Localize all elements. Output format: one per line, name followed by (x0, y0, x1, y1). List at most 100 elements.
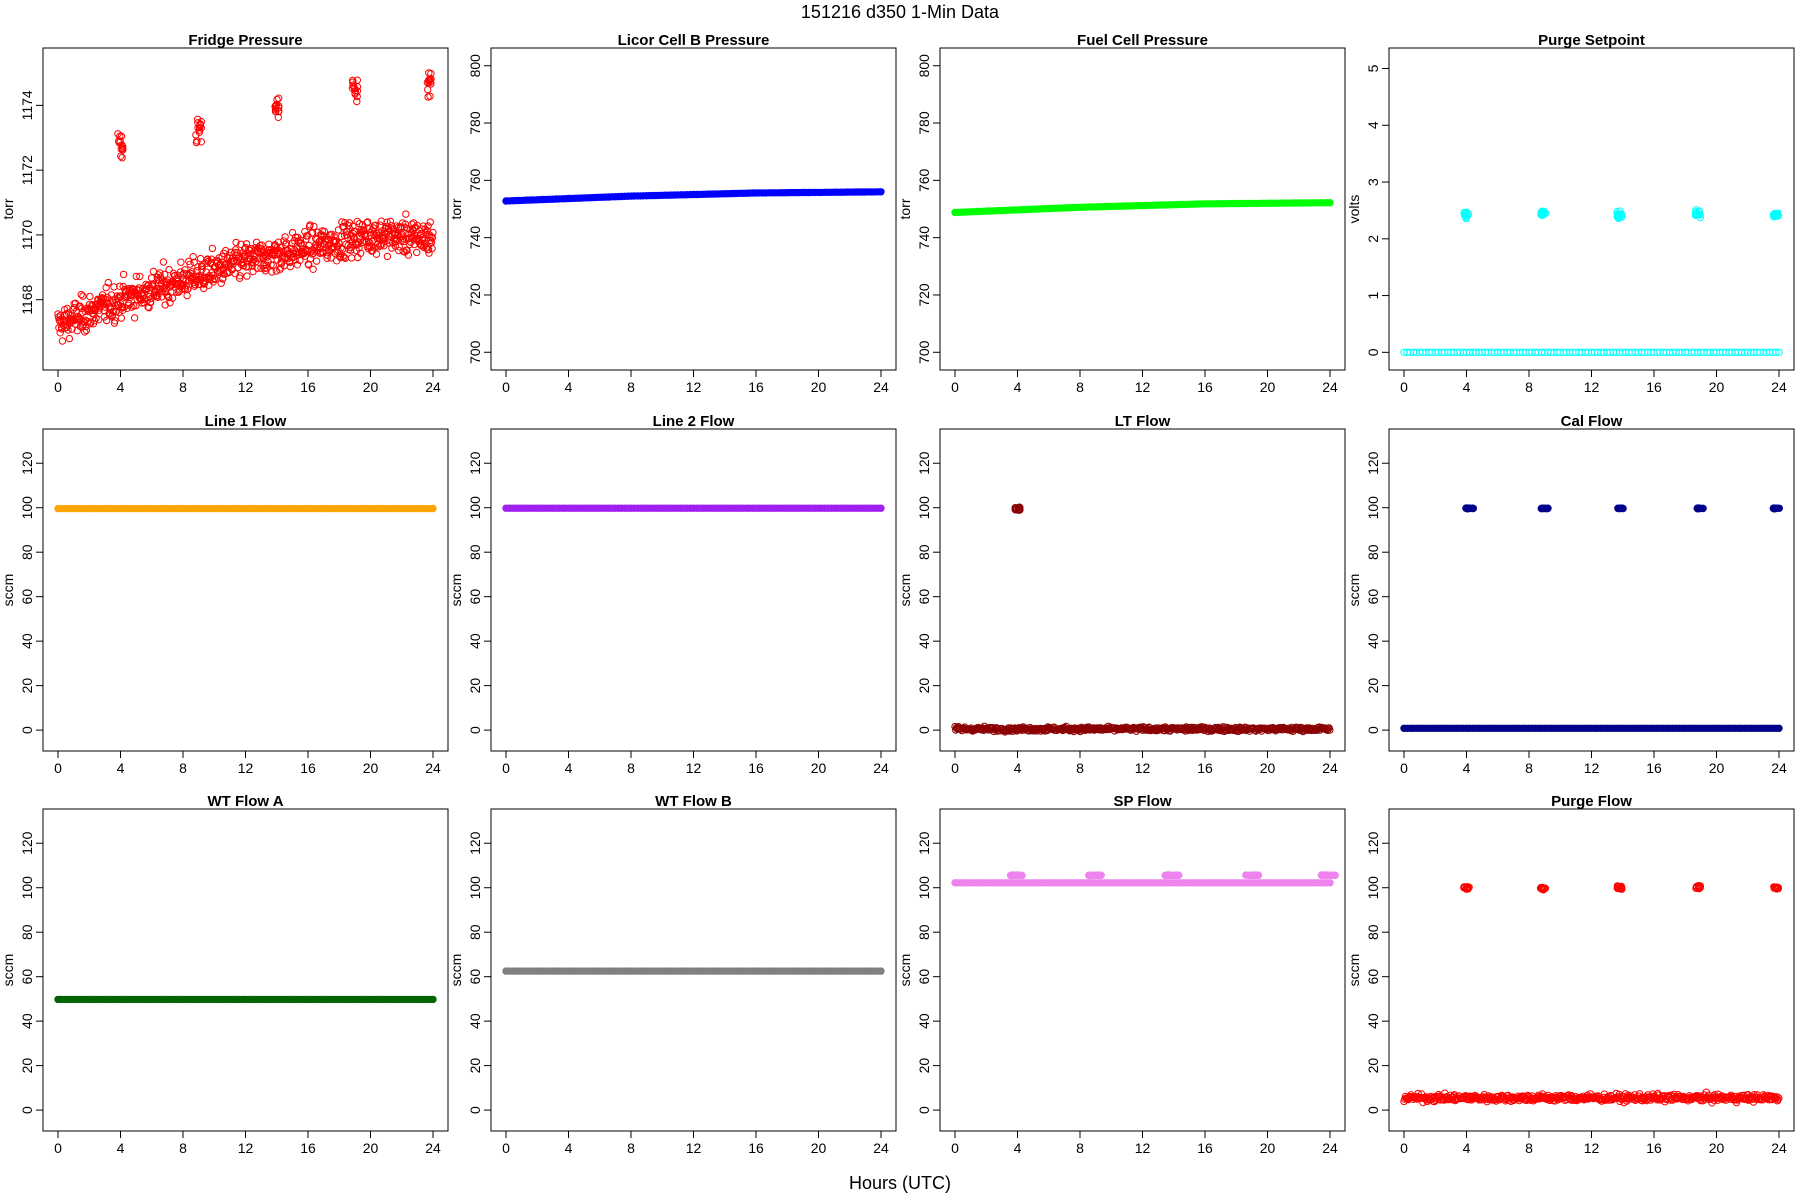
panel-cal-flow: Cal Flow 0 4 8 12 16 20 24 0 20 40 60 80 100 120 sccm (1346, 413, 1795, 776)
data-point (1462, 208, 1471, 217)
data-point (877, 188, 885, 196)
data-point (68, 325, 76, 333)
y-tick-label: 0 (916, 726, 932, 734)
data-point (233, 248, 242, 257)
data-point (1695, 208, 1704, 216)
data-point (119, 270, 128, 279)
x-tick-label: 8 (1076, 760, 1084, 776)
data-point (353, 217, 361, 226)
data-point (154, 293, 162, 301)
data-point (165, 265, 173, 274)
x-tick-label: 8 (627, 760, 635, 776)
y-tick-label: 1170 (19, 220, 35, 250)
data-point (110, 283, 118, 291)
data-point (268, 268, 276, 276)
data-point (208, 244, 217, 253)
y-tick-label: 4 (1365, 121, 1381, 129)
data-point (102, 316, 111, 325)
x-axis-label: Hours (UTC) (849, 1173, 951, 1193)
y-tick-label: 20 (19, 1058, 35, 1074)
x-tick-label: 8 (627, 1140, 635, 1156)
x-tick-label: 20 (363, 760, 379, 776)
data-point (1775, 348, 1783, 356)
x-tick-label: 12 (1135, 1140, 1151, 1156)
data-point (262, 261, 270, 269)
x-tick-label: 0 (1400, 760, 1408, 776)
y-tick-label: 720 (916, 283, 932, 307)
data-point (186, 260, 194, 268)
y-axis-label: sccm (448, 574, 464, 607)
y-tick-label: 120 (467, 451, 483, 475)
x-tick-label: 16 (1197, 760, 1213, 776)
data-point (274, 238, 283, 246)
y-axis-label: sccm (897, 574, 913, 607)
data-point (197, 138, 206, 146)
y-tick-label: 40 (19, 633, 35, 649)
y-tick-label: 0 (1365, 348, 1381, 356)
data-point (147, 298, 155, 307)
data-point (1006, 871, 1015, 880)
y-tick-label: 40 (467, 633, 483, 649)
x-tick-label: 4 (1014, 760, 1022, 776)
y-tick-label: 20 (19, 678, 35, 694)
y-tick-label: 100 (916, 876, 932, 900)
data-point (347, 246, 355, 254)
plot-frame (490, 47, 897, 371)
data-point (1085, 871, 1093, 880)
data-point (149, 280, 157, 288)
data-point (236, 272, 244, 280)
y-tick-label: 1168 (19, 284, 35, 314)
data-point (82, 326, 91, 335)
y-tick-label: 60 (19, 589, 35, 605)
data-point (184, 285, 192, 293)
x-tick-label: 12 (686, 379, 702, 395)
data-point (328, 230, 336, 239)
data-point (1540, 209, 1549, 217)
plot-frame (1388, 428, 1795, 752)
x-tick-label: 16 (1197, 379, 1213, 395)
x-tick-label: 20 (1260, 760, 1276, 776)
data-point (171, 271, 179, 280)
data-point (200, 284, 208, 293)
data-point (63, 304, 71, 313)
data-points (1400, 504, 1784, 732)
data-points (502, 504, 885, 512)
y-tick-label: 0 (467, 1106, 483, 1114)
x-tick-label: 12 (238, 760, 254, 776)
data-point (219, 274, 227, 283)
data-point (86, 292, 94, 301)
x-tick-label: 0 (1400, 379, 1408, 395)
data-point (79, 292, 87, 300)
y-tick-label: 0 (1365, 1106, 1381, 1114)
data-points (1400, 882, 1783, 1107)
data-point (427, 69, 435, 78)
data-point (195, 128, 204, 137)
data-point (159, 258, 168, 266)
y-tick-label: 80 (916, 924, 932, 940)
x-tick-label: 16 (1646, 760, 1662, 776)
data-point (221, 246, 230, 255)
data-point (426, 240, 434, 248)
data-point (81, 328, 89, 336)
y-tick-label: 60 (467, 969, 483, 985)
data-point (177, 258, 185, 266)
data-point (1095, 871, 1104, 879)
y-tick-label: 780 (467, 111, 483, 135)
data-point (196, 254, 205, 263)
y-tick-label: 40 (467, 1013, 483, 1029)
data-point (429, 995, 437, 1004)
x-tick-label: 0 (951, 1140, 959, 1156)
data-point (117, 292, 125, 300)
panel-wt-flow-a: WT Flow A 0 4 8 12 16 20 24 0 20 40 60 80 100 120 sccm (0, 793, 449, 1156)
y-tick-label: 0 (916, 1106, 932, 1114)
x-tick-label: 4 (1463, 1140, 1471, 1156)
data-points (951, 871, 1339, 887)
y-tick-label: 60 (1365, 589, 1381, 605)
x-tick-label: 4 (565, 379, 573, 395)
x-tick-label: 0 (54, 1140, 62, 1156)
data-point (168, 294, 177, 302)
x-tick-label: 4 (1463, 379, 1471, 395)
plot-frame (939, 428, 1346, 752)
y-axis-label: sccm (1346, 954, 1362, 987)
data-point (354, 240, 363, 248)
